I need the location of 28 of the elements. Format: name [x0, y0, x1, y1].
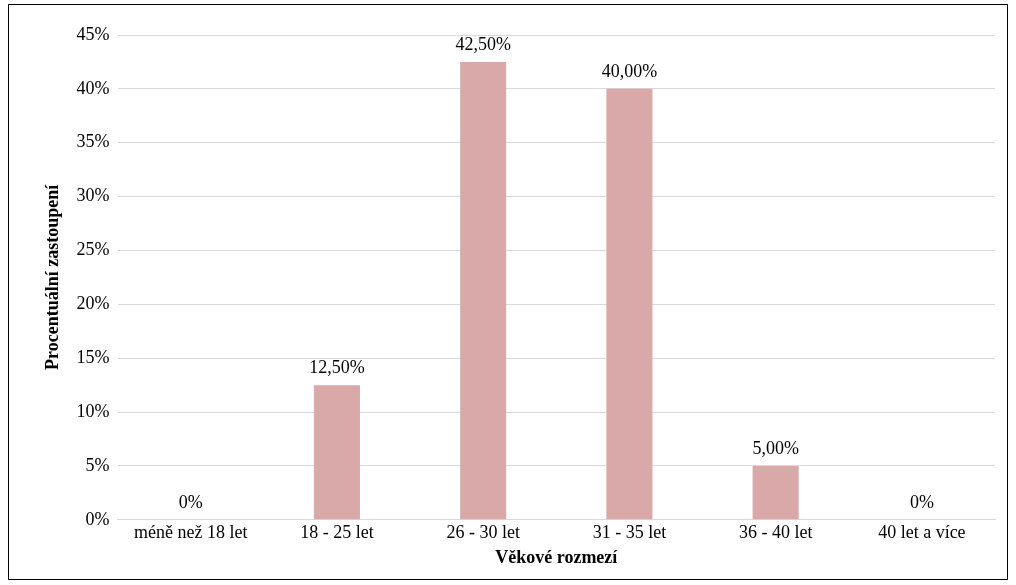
bar: [606, 88, 653, 520]
x-axis-title: Věkové rozmezí: [495, 546, 619, 567]
data-label: 0%: [909, 491, 934, 512]
bar: [752, 465, 799, 520]
x-tick-label: 18 - 25 let: [300, 522, 374, 543]
y-tick-label: 5%: [85, 454, 110, 475]
y-tick-label: 0%: [85, 508, 110, 529]
data-label: 12,50%: [309, 356, 365, 377]
bar: [313, 385, 360, 520]
y-axis-title: Procentuální zastoupení: [42, 183, 63, 370]
y-tick-label: 10%: [76, 400, 110, 421]
x-tick-label: 40 let a více: [878, 522, 966, 543]
data-label: 42,50%: [455, 33, 511, 54]
data-label: 5,00%: [752, 437, 799, 458]
bar: [460, 61, 507, 520]
data-label: 0%: [178, 491, 203, 512]
x-tick-label: 26 - 30 let: [446, 522, 520, 543]
x-tick-label: méně než 18 let: [133, 522, 248, 543]
y-tick-label: 30%: [76, 185, 110, 206]
x-tick-label: 36 - 40 let: [738, 522, 813, 543]
y-tick-label: 40%: [76, 77, 110, 98]
data-label: 40,00%: [601, 60, 658, 81]
y-tick-label: 35%: [76, 131, 110, 152]
y-tick-label: 15%: [76, 346, 110, 367]
y-tick-label: 25%: [76, 239, 110, 260]
y-tick-label: 45%: [76, 23, 110, 44]
y-tick-label: 20%: [76, 293, 110, 314]
x-tick-label: 31 - 35 let: [592, 522, 667, 543]
